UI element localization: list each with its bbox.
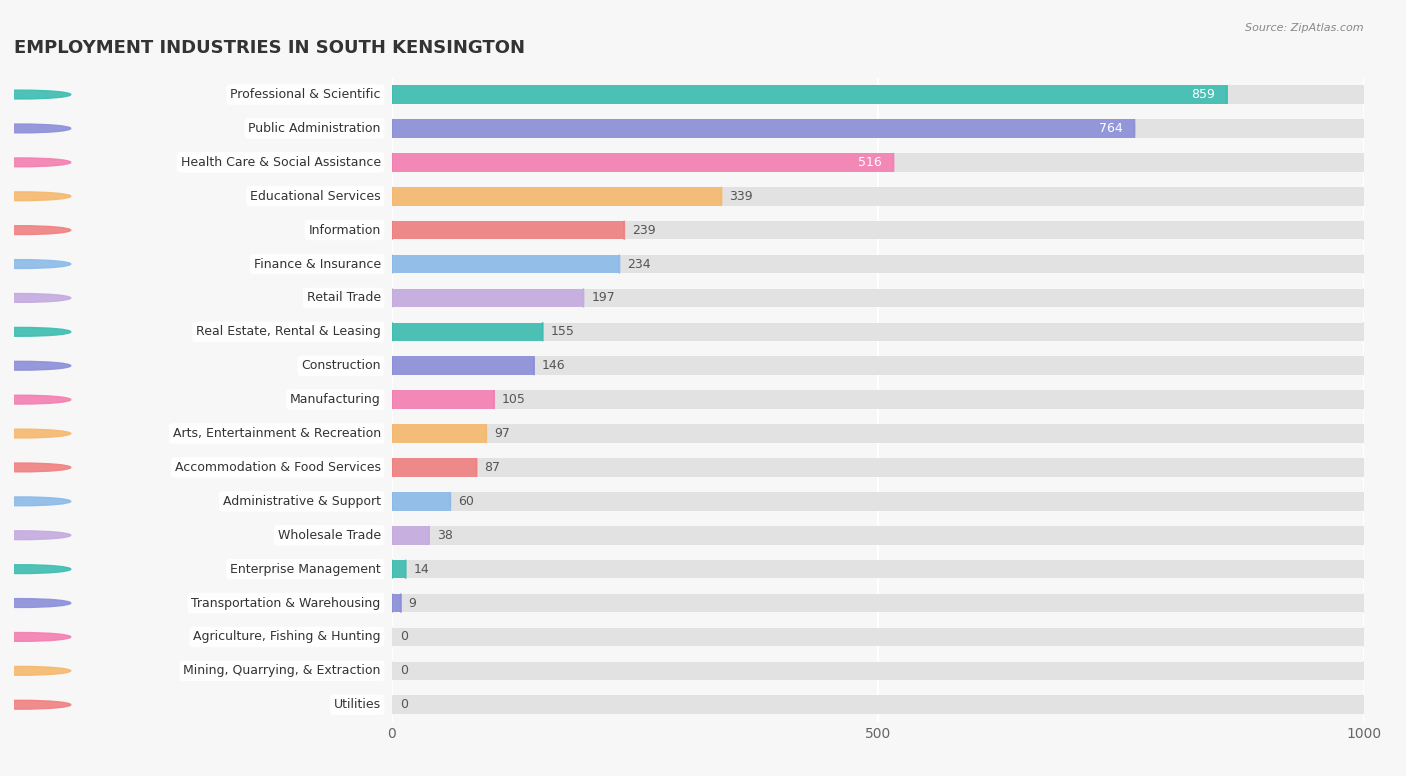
Text: 0: 0 <box>399 698 408 712</box>
Text: 146: 146 <box>541 359 565 372</box>
Text: 197: 197 <box>591 292 614 304</box>
Circle shape <box>0 124 70 133</box>
Bar <box>392 628 1364 646</box>
Circle shape <box>0 90 70 99</box>
Circle shape <box>0 598 70 608</box>
Circle shape <box>0 395 70 404</box>
Bar <box>392 255 620 273</box>
Text: 764: 764 <box>1099 122 1123 135</box>
Text: Public Administration: Public Administration <box>249 122 381 135</box>
Text: Professional & Scientific: Professional & Scientific <box>231 88 381 101</box>
Bar <box>392 559 405 578</box>
Text: 234: 234 <box>627 258 651 271</box>
Bar <box>392 323 1364 341</box>
Circle shape <box>0 158 70 167</box>
Text: 0: 0 <box>399 664 408 677</box>
Text: 516: 516 <box>858 156 882 169</box>
Circle shape <box>0 463 70 472</box>
Bar <box>392 594 401 612</box>
Text: 105: 105 <box>502 393 526 406</box>
Bar <box>392 289 583 307</box>
Bar <box>392 153 1364 171</box>
Circle shape <box>0 497 70 506</box>
Bar <box>392 492 450 511</box>
Text: Arts, Entertainment & Recreation: Arts, Entertainment & Recreation <box>173 427 381 440</box>
Bar <box>392 221 1364 240</box>
Bar <box>392 458 1364 476</box>
Text: Mining, Quarrying, & Extraction: Mining, Quarrying, & Extraction <box>183 664 381 677</box>
Text: 9: 9 <box>409 597 416 609</box>
Bar <box>392 390 494 409</box>
Text: 97: 97 <box>494 427 510 440</box>
Bar <box>392 424 486 443</box>
Bar <box>392 492 1364 511</box>
Bar <box>392 661 1364 680</box>
Bar <box>392 85 1364 104</box>
Bar <box>392 424 1364 443</box>
Circle shape <box>0 226 70 234</box>
Circle shape <box>0 700 70 709</box>
Text: Construction: Construction <box>301 359 381 372</box>
Circle shape <box>0 531 70 539</box>
Bar <box>392 356 1364 375</box>
Text: Agriculture, Fishing & Hunting: Agriculture, Fishing & Hunting <box>193 630 381 643</box>
Text: Enterprise Management: Enterprise Management <box>231 563 381 576</box>
Bar <box>392 120 1364 138</box>
Text: Health Care & Social Assistance: Health Care & Social Assistance <box>180 156 381 169</box>
Bar <box>392 255 1364 273</box>
Text: 0: 0 <box>399 630 408 643</box>
Text: Manufacturing: Manufacturing <box>290 393 381 406</box>
Bar <box>392 356 534 375</box>
Bar <box>392 695 1364 714</box>
Bar <box>392 594 1364 612</box>
Text: 155: 155 <box>550 325 574 338</box>
Circle shape <box>0 429 70 438</box>
Text: Retail Trade: Retail Trade <box>307 292 381 304</box>
Bar <box>392 187 1364 206</box>
Text: EMPLOYMENT INDUSTRIES IN SOUTH KENSINGTON: EMPLOYMENT INDUSTRIES IN SOUTH KENSINGTO… <box>14 39 524 57</box>
Bar <box>392 526 429 545</box>
Circle shape <box>0 327 70 336</box>
Circle shape <box>0 362 70 370</box>
Text: Source: ZipAtlas.com: Source: ZipAtlas.com <box>1246 23 1364 33</box>
Bar <box>392 526 1364 545</box>
Text: Educational Services: Educational Services <box>250 190 381 203</box>
Bar <box>392 458 477 476</box>
Bar <box>392 120 1135 138</box>
Text: 60: 60 <box>458 495 474 508</box>
Circle shape <box>0 667 70 675</box>
Text: Real Estate, Rental & Leasing: Real Estate, Rental & Leasing <box>195 325 381 338</box>
Bar <box>392 153 893 171</box>
Bar <box>392 390 1364 409</box>
Text: Administrative & Support: Administrative & Support <box>222 495 381 508</box>
Text: Transportation & Warehousing: Transportation & Warehousing <box>191 597 381 609</box>
Text: Utilities: Utilities <box>333 698 381 712</box>
Text: 339: 339 <box>730 190 752 203</box>
Text: 239: 239 <box>633 223 655 237</box>
Text: 14: 14 <box>413 563 429 576</box>
Circle shape <box>0 565 70 573</box>
Text: Information: Information <box>308 223 381 237</box>
Text: Finance & Insurance: Finance & Insurance <box>253 258 381 271</box>
Circle shape <box>0 260 70 268</box>
Text: 859: 859 <box>1191 88 1215 101</box>
Bar <box>392 85 1227 104</box>
Text: 38: 38 <box>437 528 453 542</box>
Bar <box>392 221 624 240</box>
Bar <box>392 559 1364 578</box>
Text: 87: 87 <box>484 461 501 474</box>
Bar <box>392 289 1364 307</box>
Circle shape <box>0 632 70 641</box>
Circle shape <box>0 192 70 201</box>
Bar <box>392 187 721 206</box>
Bar <box>392 323 543 341</box>
Circle shape <box>0 293 70 303</box>
Text: Wholesale Trade: Wholesale Trade <box>277 528 381 542</box>
Text: Accommodation & Food Services: Accommodation & Food Services <box>174 461 381 474</box>
